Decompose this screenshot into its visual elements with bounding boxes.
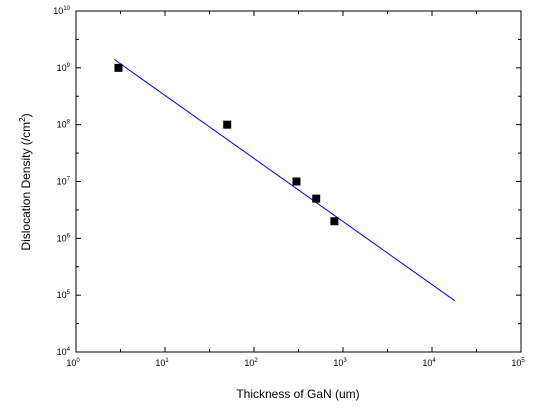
y-axis-label-main: Dislocation Density (/cm	[19, 122, 33, 251]
x-tick-label: 101	[155, 358, 169, 368]
data-point	[330, 217, 339, 226]
x-axis-label: Thickness of GaN (um)	[236, 387, 359, 401]
y-tick-label: 106	[57, 233, 71, 243]
y-tick-label: 108	[57, 120, 71, 130]
y-axis-label-end: )	[19, 113, 33, 117]
x-tick-label: 103	[333, 358, 347, 368]
y-axis-label-exp: 2	[18, 117, 27, 122]
y-tick-label: 104	[57, 347, 71, 357]
y-tick-label: 107	[57, 177, 71, 187]
x-tick-label: 104	[422, 358, 436, 368]
data-points	[114, 63, 339, 226]
y-axis-label: Dislocation Density (/cm2)	[18, 113, 33, 250]
y-tick-label: 109	[57, 63, 71, 73]
y-tick-label: 1010	[53, 6, 70, 16]
data-point	[292, 177, 301, 186]
y-tick-label: 105	[57, 290, 71, 300]
x-tick-label: 105	[511, 358, 525, 368]
fit-line	[114, 59, 456, 302]
x-axis: 100 101 102 103 104 105	[66, 11, 525, 368]
x-tick-label: 102	[244, 358, 258, 368]
data-point	[114, 63, 123, 72]
data-point	[312, 194, 321, 203]
x-tick-label: 100	[66, 358, 80, 368]
data-point	[223, 120, 232, 129]
y-axis: 104 105 106 107 108 109 1010	[53, 6, 521, 357]
